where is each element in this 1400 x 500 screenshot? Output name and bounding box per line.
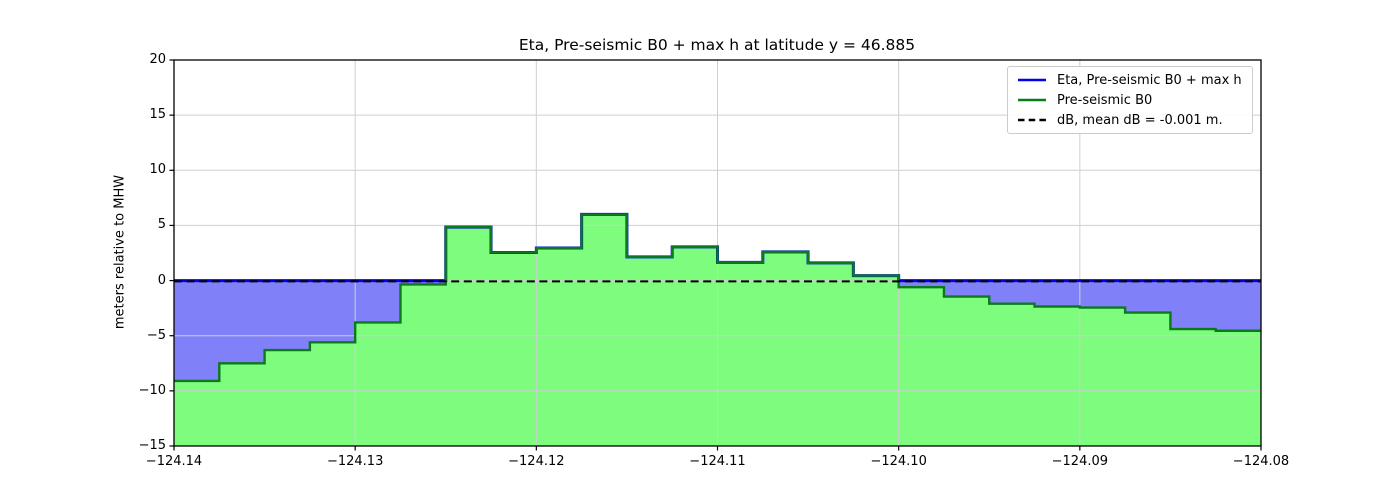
chart-title: Eta, Pre-seismic B0 + max h at latitude … (518, 36, 916, 54)
y-tick-label: 0 (157, 272, 166, 288)
x-tick-label: −124.13 (326, 454, 384, 469)
b0-line (174, 213, 1261, 383)
eta-area (174, 280, 446, 381)
legend-entry: Pre-seismic B0 (1017, 93, 1248, 108)
x-tick-label: −124.12 (508, 454, 565, 469)
x-tick-label: −124.08 (1232, 454, 1290, 469)
y-tick-label: 15 (149, 107, 166, 123)
legend-entry: dB, mean dB = -0.001 m. (1017, 113, 1248, 128)
x-tick-label: −124.11 (689, 454, 746, 469)
y-tick-label: 10 (149, 162, 166, 178)
legend-entry-label: dB, mean dB = -0.001 m. (1057, 112, 1223, 128)
x-tick-label: −124.14 (145, 454, 203, 469)
x-tick-label: −124.09 (1051, 454, 1109, 469)
legend: Eta, Pre-seismic B0 + max h Pre-seismic B… (1007, 66, 1253, 134)
legend-entry-label: Pre-seismic B0 (1057, 92, 1153, 108)
x-tick-label: −124.10 (870, 454, 927, 469)
legend-dashed-line-swatch (1018, 118, 1046, 122)
y-tick-label: −5 (146, 327, 166, 343)
y-tick-label: 20 (149, 52, 166, 67)
legend-line-swatch (1018, 98, 1046, 102)
legend-entry: Eta, Pre-seismic B0 + max h (1017, 73, 1248, 88)
y-axis-label: meters relative to MHW (112, 174, 128, 330)
legend-line-swatch (1018, 78, 1046, 82)
legend-entry-label: Eta, Pre-seismic B0 + max h (1057, 72, 1242, 88)
y-tick-label: −10 (138, 382, 166, 398)
y-tick-label: −15 (138, 438, 166, 453)
y-tick-label: 5 (157, 217, 166, 233)
